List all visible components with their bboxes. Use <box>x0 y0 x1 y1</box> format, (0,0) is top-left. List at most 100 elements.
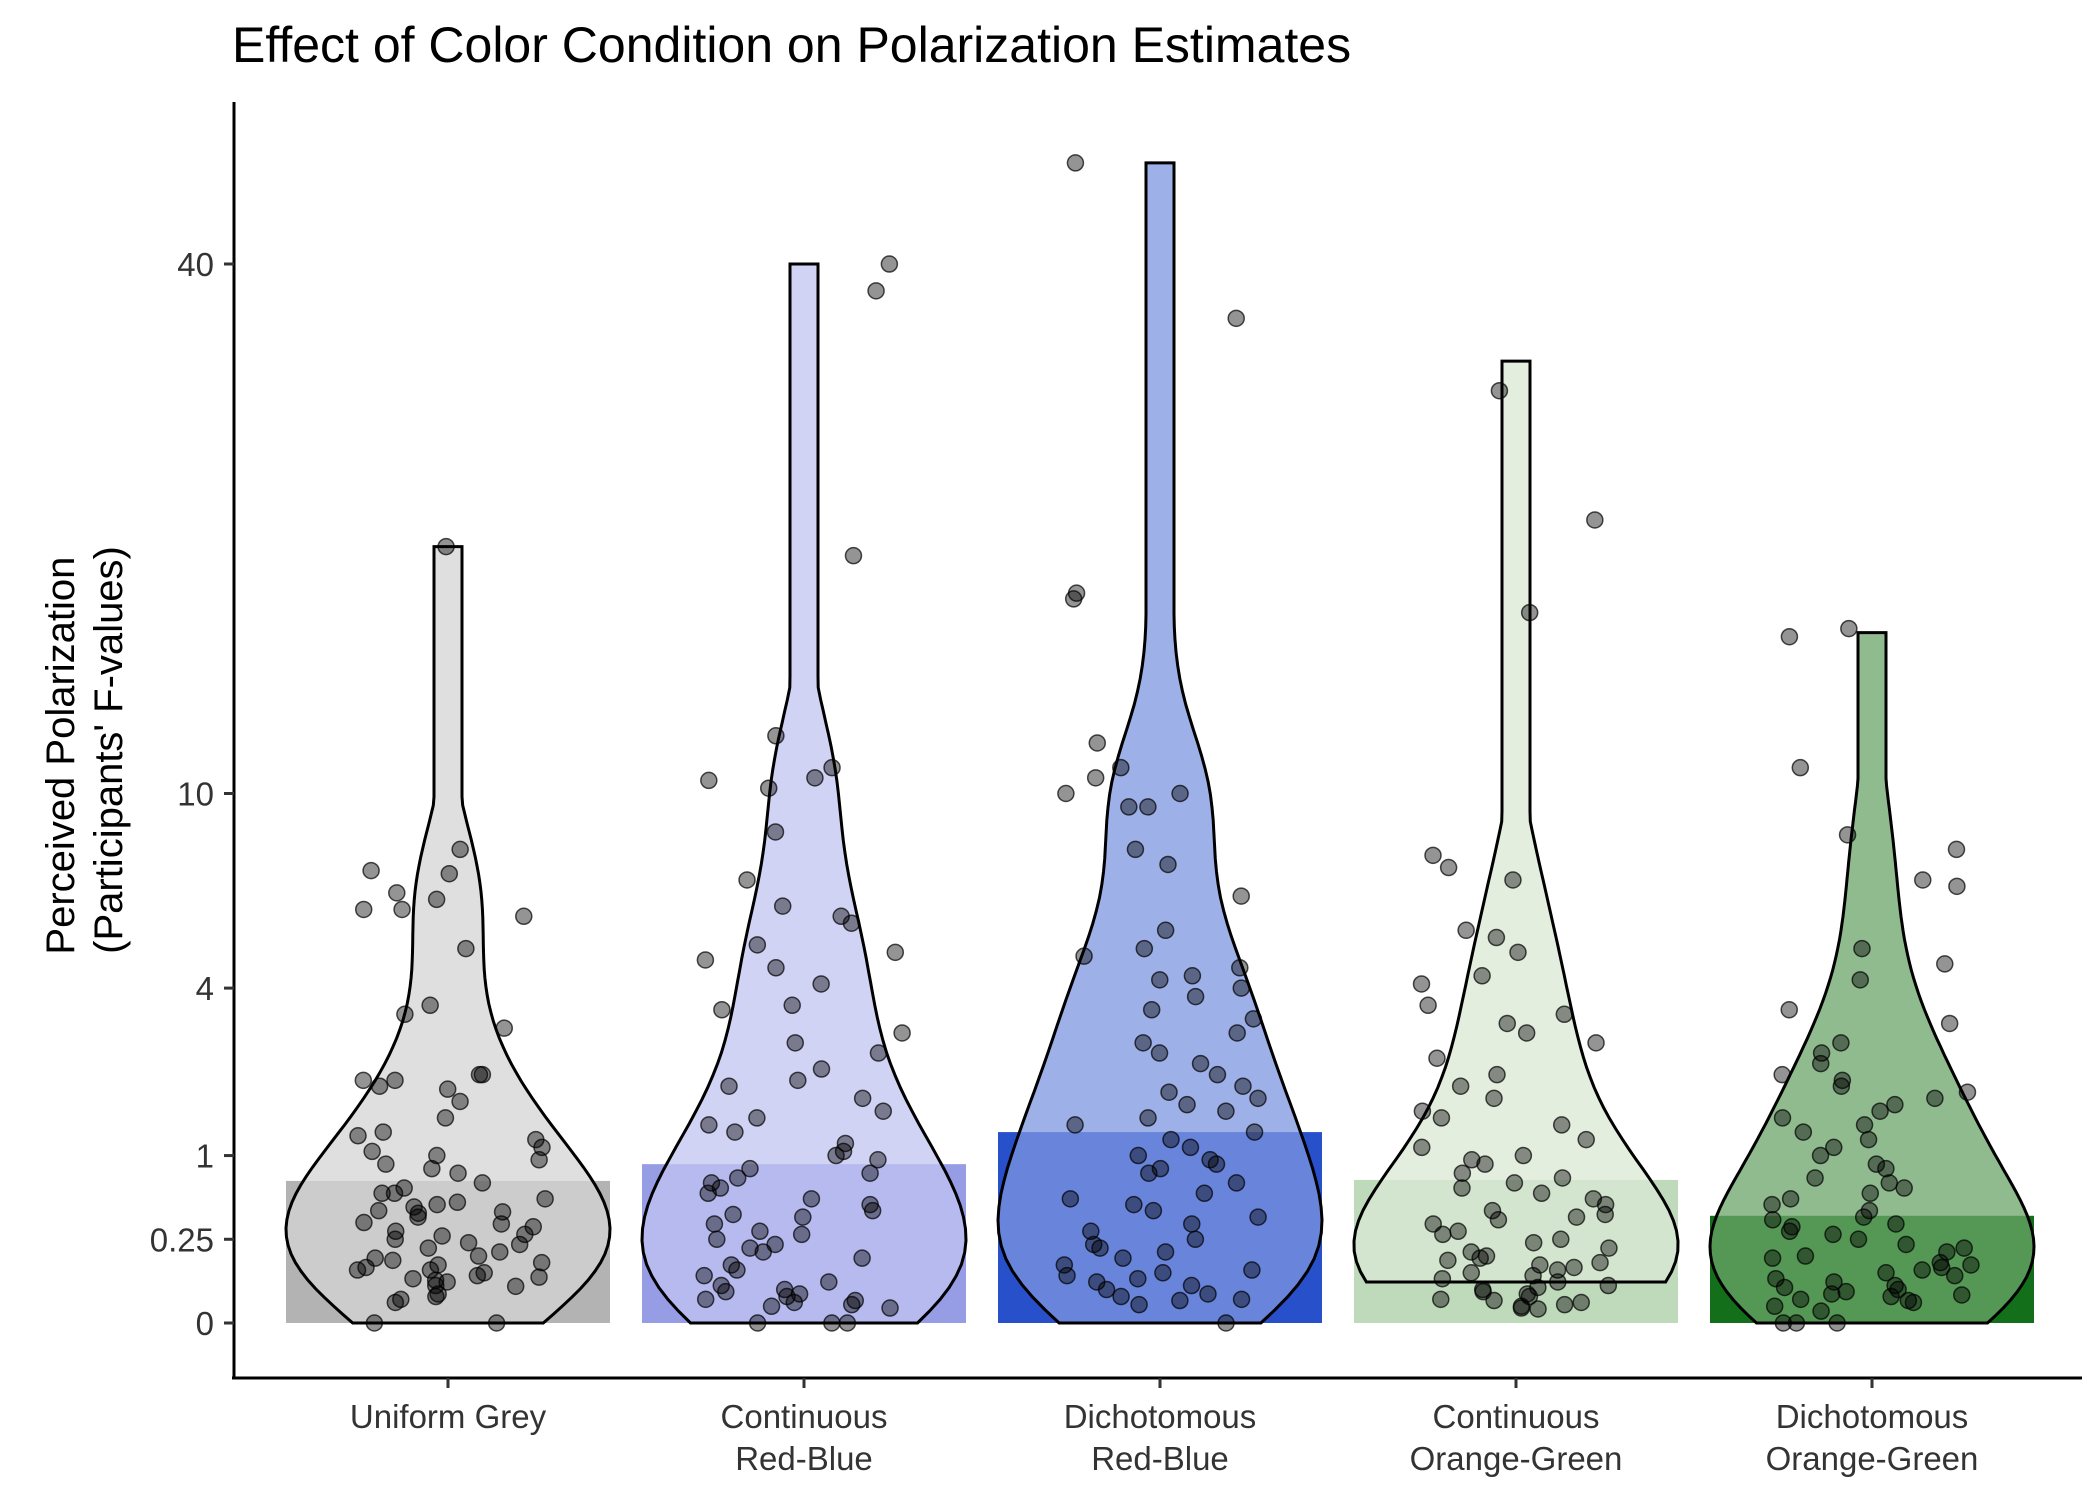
point-4-59 <box>1889 1280 1907 1299</box>
point-2-7 <box>1171 784 1189 803</box>
point-0-18 <box>451 1092 469 1111</box>
point-2-49 <box>1082 1222 1100 1241</box>
point-3-21 <box>1432 1109 1451 1127</box>
point-3-16 <box>1428 1049 1446 1068</box>
x-tick-label-2-0: Dichotomous <box>1064 1398 1257 1435</box>
point-3-47 <box>1471 1249 1489 1267</box>
point-3-12 <box>1555 1005 1574 1024</box>
x-tick-label-3-0: Continuous <box>1433 1398 1600 1435</box>
point-4-6 <box>1948 877 1966 896</box>
point-3-5 <box>1504 871 1522 889</box>
point-2-11 <box>1232 887 1250 905</box>
point-3-22 <box>1552 1116 1571 1134</box>
point-1-5 <box>700 771 718 790</box>
point-2-10 <box>1159 855 1177 874</box>
point-1-19 <box>893 1024 911 1042</box>
point-4-71 <box>1774 1314 1793 1332</box>
point-2-47 <box>1249 1208 1267 1226</box>
point-3-11 <box>1419 996 1437 1015</box>
point-2-14 <box>1075 947 1093 965</box>
point-3-38 <box>1489 1211 1508 1229</box>
point-3-17 <box>1488 1065 1506 1084</box>
point-1-39 <box>699 1184 717 1203</box>
x-tick-label-4-1: Orange-Green <box>1766 1440 1979 1477</box>
point-0-59 <box>468 1266 487 1285</box>
point-2-19 <box>1186 987 1205 1006</box>
point-0-11 <box>495 1019 514 1037</box>
point-4-47 <box>1796 1247 1815 1265</box>
point-4-5 <box>1914 871 1932 889</box>
point-1-42 <box>863 1201 882 1220</box>
point-3-51 <box>1565 1258 1583 1277</box>
point-4-12 <box>1832 1034 1850 1052</box>
chart-title: Effect of Color Condition on Polarizatio… <box>232 17 1351 73</box>
point-0-26 <box>530 1151 548 1169</box>
point-0-66 <box>429 1285 447 1303</box>
point-2-34 <box>1245 1123 1264 1141</box>
point-0-35 <box>385 1184 404 1203</box>
point-1-32 <box>827 1146 845 1165</box>
point-1-18 <box>713 1000 731 1019</box>
point-0-9 <box>421 996 439 1015</box>
point-2-29 <box>1249 1089 1267 1108</box>
point-3-27 <box>1476 1155 1494 1173</box>
point-4-66 <box>1904 1293 1923 1312</box>
point-3-2 <box>1520 603 1539 622</box>
violin-2 <box>996 161 1324 1325</box>
point-4-9 <box>1851 971 1869 989</box>
point-1-13 <box>886 943 905 962</box>
point-3-65 <box>1572 1293 1590 1312</box>
point-1-67 <box>881 1299 899 1317</box>
point-4-19 <box>1926 1089 1944 1108</box>
point-4-53 <box>1877 1264 1895 1282</box>
point-3-25 <box>1514 1146 1533 1165</box>
point-0-3 <box>388 884 406 902</box>
point-2-33 <box>1066 1116 1084 1134</box>
point-1-64 <box>785 1293 804 1312</box>
point-2-67 <box>1130 1295 1148 1314</box>
point-4-41 <box>1780 1222 1799 1241</box>
point-2-20 <box>1142 1000 1161 1019</box>
point-4-30 <box>1806 1169 1824 1187</box>
point-0-51 <box>469 1247 488 1265</box>
point-0-28 <box>423 1159 441 1178</box>
point-4-43 <box>1849 1230 1868 1249</box>
point-2-57 <box>1154 1264 1172 1282</box>
point-4-14 <box>1811 1054 1830 1073</box>
y-tick-label-0: 0 <box>196 1305 214 1342</box>
point-0-32 <box>373 1184 391 1203</box>
point-1-0 <box>880 255 899 273</box>
point-1-34 <box>741 1159 759 1178</box>
point-1-20 <box>786 1034 805 1052</box>
point-3-69 <box>1529 1300 1547 1318</box>
point-2-27 <box>1234 1077 1252 1095</box>
point-0-30 <box>473 1174 492 1192</box>
x-tick-label-2-1: Red-Blue <box>1091 1440 1229 1477</box>
point-3-1 <box>1586 511 1604 529</box>
point-3-23 <box>1577 1130 1595 1149</box>
point-1-69 <box>823 1314 841 1332</box>
point-0-70 <box>487 1314 506 1332</box>
point-2-45 <box>1125 1195 1143 1214</box>
point-1-9 <box>773 897 792 915</box>
point-0-6 <box>354 900 373 919</box>
point-1-24 <box>720 1077 738 1095</box>
point-1-8 <box>738 871 756 889</box>
point-1-45 <box>705 1215 724 1233</box>
point-2-13 <box>1135 939 1154 958</box>
point-2-5 <box>1112 758 1130 777</box>
point-2-21 <box>1244 1010 1263 1028</box>
point-0-74 <box>510 1235 529 1254</box>
y-axis-title-line-2: (Participants' F-values) <box>87 546 131 954</box>
y-axis: 0 0.25 1 4 10 40 <box>150 102 236 1378</box>
point-4-10 <box>1780 1000 1798 1019</box>
point-0-19 <box>436 1109 455 1127</box>
point-2-43 <box>1195 1184 1214 1203</box>
point-0-15 <box>386 1071 404 1090</box>
point-1-40 <box>802 1190 821 1208</box>
point-0-8 <box>457 939 475 958</box>
point-0-47 <box>386 1230 404 1249</box>
point-0-53 <box>384 1251 402 1270</box>
point-2-53 <box>1156 1243 1175 1261</box>
